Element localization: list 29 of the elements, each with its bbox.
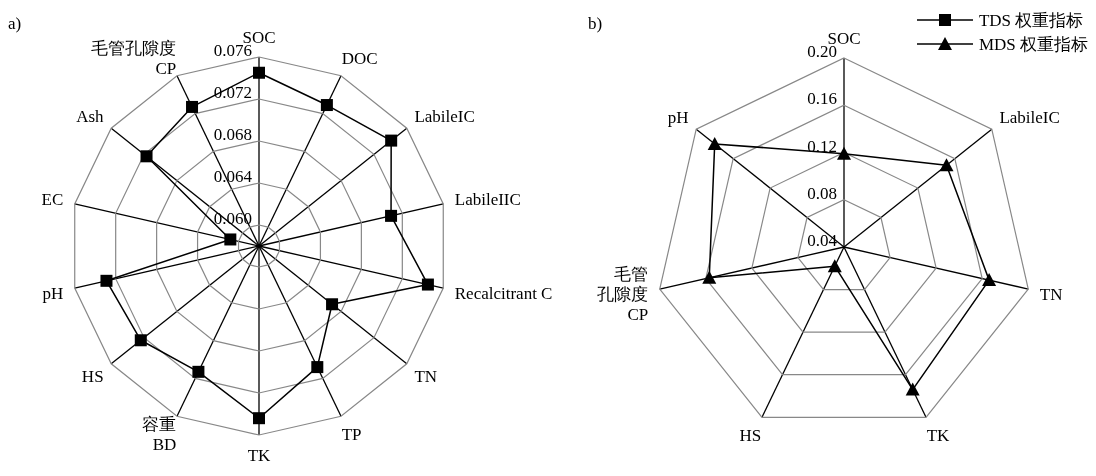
spoke-label: TN <box>1039 284 1063 304</box>
spoke-label: Recalcitrant C <box>454 283 553 303</box>
y-tick-label: 0.04 <box>807 231 838 250</box>
spoke-label: TP <box>341 425 362 445</box>
spoke-label: LabileIC <box>999 107 1060 127</box>
y-tick-label: 0.12 <box>807 136 837 156</box>
y-tick-label: 0.08 <box>807 183 837 203</box>
spoke-label: DOC <box>341 48 378 68</box>
spoke-label: HS <box>739 426 762 446</box>
spoke-label: EC <box>41 190 64 210</box>
chart-title: a) <box>8 14 22 34</box>
spoke-label: pH <box>667 107 689 127</box>
spoke-label: 毛管孔隙度CP <box>91 38 177 78</box>
spoke-label: Ash <box>76 106 105 126</box>
spoke-label: LabileIC <box>414 106 475 126</box>
spoke-label: LabileIIC <box>454 190 521 210</box>
chart-title: b) <box>588 14 603 34</box>
spoke-label: 容重BD <box>142 415 177 455</box>
y-tick-label: 0.068 <box>213 125 252 144</box>
y-tick-label: 0.072 <box>213 83 252 102</box>
spoke-label: 毛管孔隙度CP <box>597 264 649 324</box>
legend-label: MDS 权重指标 <box>978 33 1088 56</box>
spoke-label: TK <box>926 426 951 446</box>
spoke-label: TN <box>414 367 438 387</box>
spoke-label: TK <box>247 446 272 465</box>
spoke-label: HS <box>81 367 104 387</box>
legend-label: TDS 权重指标 <box>978 9 1084 32</box>
spoke-label: pH <box>42 283 64 303</box>
y-tick-label: 0.16 <box>807 89 837 109</box>
